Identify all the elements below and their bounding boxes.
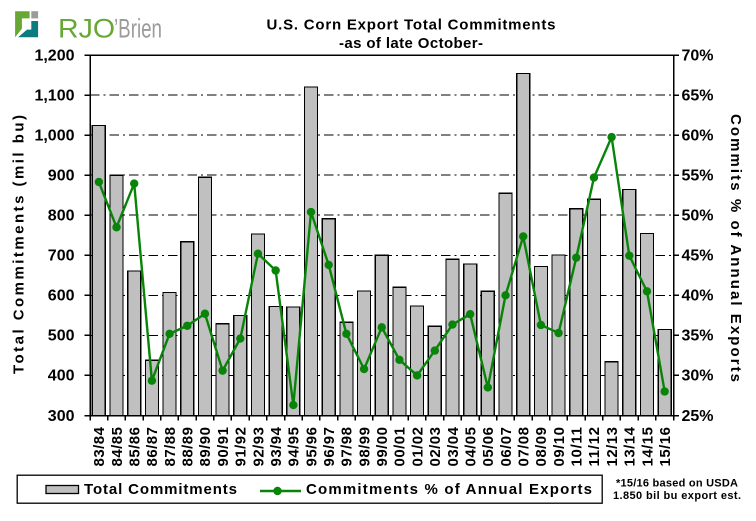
svg-text:96/97: 96/97 bbox=[321, 427, 338, 467]
svg-text:94/95: 94/95 bbox=[286, 427, 303, 467]
svg-text:07/08: 07/08 bbox=[516, 427, 533, 467]
svg-text:91/92: 91/92 bbox=[233, 427, 250, 467]
svg-text:04/05: 04/05 bbox=[462, 427, 479, 467]
svg-text:Commits % of Annual Exports: Commits % of Annual Exports bbox=[727, 114, 744, 382]
svg-text:1.850 bil bu export est.: 1.850 bil bu export est. bbox=[613, 490, 741, 502]
svg-text:87/88: 87/88 bbox=[162, 427, 179, 467]
svg-text:08/09: 08/09 bbox=[533, 427, 550, 467]
svg-text:1,100: 1,100 bbox=[34, 87, 74, 104]
svg-text:Commitments % of Annual Export: Commitments % of Annual Exports bbox=[306, 481, 592, 498]
svg-text:700: 700 bbox=[48, 248, 75, 265]
svg-text:85/86: 85/86 bbox=[127, 427, 144, 467]
svg-text:U.S. Corn Export Total Commitm: U.S. Corn Export Total Commitments bbox=[267, 16, 556, 33]
svg-text:’Brien: ’Brien bbox=[114, 13, 162, 43]
svg-text:11/12: 11/12 bbox=[586, 427, 603, 467]
svg-text:65%: 65% bbox=[682, 87, 714, 104]
svg-text:*15/16 based on USDA: *15/16 based on USDA bbox=[616, 478, 738, 490]
svg-text:98/99: 98/99 bbox=[356, 427, 373, 467]
svg-text:400: 400 bbox=[48, 368, 75, 385]
svg-text:35%: 35% bbox=[682, 328, 714, 345]
svg-text:05/06: 05/06 bbox=[480, 427, 497, 467]
svg-text:06/07: 06/07 bbox=[498, 427, 515, 467]
svg-text:03/04: 03/04 bbox=[445, 426, 462, 466]
svg-text:99/00: 99/00 bbox=[374, 427, 391, 467]
svg-text:Total Commitments: Total Commitments bbox=[84, 481, 237, 498]
svg-text:55%: 55% bbox=[682, 167, 714, 184]
svg-text:-as of late October-: -as of late October- bbox=[339, 35, 483, 52]
svg-text:93/94: 93/94 bbox=[268, 426, 285, 466]
svg-text:89/90: 89/90 bbox=[197, 427, 214, 467]
svg-text:45%: 45% bbox=[682, 248, 714, 265]
svg-text:300: 300 bbox=[48, 408, 75, 425]
svg-text:14/15: 14/15 bbox=[639, 427, 656, 467]
svg-text:90/91: 90/91 bbox=[215, 427, 232, 467]
svg-text:95/96: 95/96 bbox=[303, 427, 320, 467]
svg-text:97/98: 97/98 bbox=[339, 427, 356, 467]
svg-text:83/84: 83/84 bbox=[91, 426, 108, 466]
svg-text:09/10: 09/10 bbox=[551, 427, 568, 467]
svg-text:50%: 50% bbox=[682, 208, 714, 225]
svg-text:92/93: 92/93 bbox=[250, 427, 267, 467]
svg-text:84/85: 84/85 bbox=[109, 427, 126, 467]
svg-text:800: 800 bbox=[48, 208, 75, 225]
svg-text:600: 600 bbox=[48, 288, 75, 305]
svg-text:900: 900 bbox=[48, 167, 75, 184]
svg-text:13/14: 13/14 bbox=[622, 426, 639, 466]
svg-text:01/02: 01/02 bbox=[409, 427, 426, 467]
svg-text:02/03: 02/03 bbox=[427, 427, 444, 467]
svg-text:30%: 30% bbox=[682, 368, 714, 385]
svg-text:15/16: 15/16 bbox=[657, 427, 674, 467]
svg-text:1,200: 1,200 bbox=[34, 47, 74, 64]
svg-text:00/01: 00/01 bbox=[392, 427, 409, 467]
svg-text:60%: 60% bbox=[682, 127, 714, 144]
svg-text:70%: 70% bbox=[682, 47, 714, 64]
svg-text:25%: 25% bbox=[682, 408, 714, 425]
svg-text:1,000: 1,000 bbox=[34, 127, 74, 144]
svg-text:86/87: 86/87 bbox=[144, 427, 161, 467]
svg-text:12/13: 12/13 bbox=[604, 427, 621, 467]
svg-text:RJO: RJO bbox=[58, 13, 115, 43]
svg-text:500: 500 bbox=[48, 328, 75, 345]
svg-text:88/89: 88/89 bbox=[180, 427, 197, 467]
svg-text:40%: 40% bbox=[682, 288, 714, 305]
svg-text:10/11: 10/11 bbox=[569, 427, 586, 467]
